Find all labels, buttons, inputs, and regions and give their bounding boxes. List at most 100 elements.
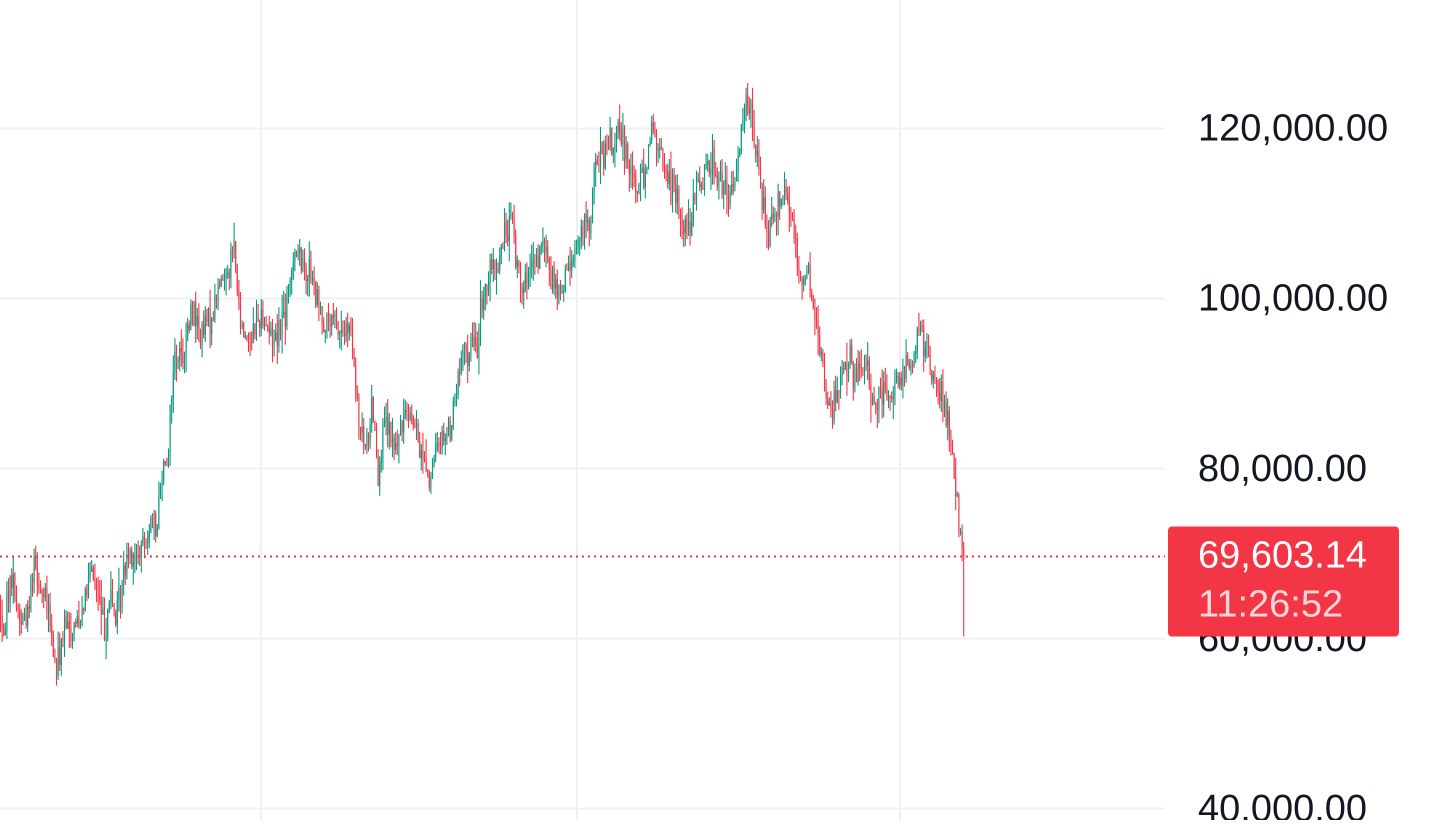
candle-up	[932, 373, 934, 381]
candle-down	[748, 107, 750, 114]
candle-down	[868, 360, 870, 384]
candle-up	[532, 260, 534, 262]
candle-down	[843, 367, 845, 370]
candle-down	[249, 342, 251, 344]
candle-up	[697, 178, 699, 183]
candle-down	[238, 290, 240, 300]
candle-up	[580, 226, 582, 240]
candle-down	[203, 324, 205, 335]
candle-down	[505, 221, 507, 235]
candle-up	[750, 100, 752, 114]
candle-down	[352, 328, 354, 357]
candle-up	[158, 496, 160, 529]
candle-up	[30, 578, 32, 610]
candle-up	[704, 168, 706, 190]
candle-up	[190, 304, 192, 330]
candle-down	[43, 594, 45, 597]
candle-up	[287, 293, 289, 299]
candle-up	[577, 240, 579, 247]
candle-down	[337, 321, 339, 334]
candle-up	[81, 608, 83, 626]
candle-up	[172, 372, 174, 400]
candle-down	[486, 284, 488, 292]
candle-down	[928, 342, 930, 354]
candle-down	[936, 377, 938, 386]
candle-up	[177, 360, 179, 362]
candle-down	[52, 634, 54, 657]
candle-up	[446, 434, 448, 438]
candle-up	[64, 616, 66, 641]
candle-down	[520, 267, 522, 289]
candle-down	[191, 304, 193, 325]
candle-down	[151, 518, 153, 520]
candle-up	[270, 328, 272, 335]
candle-up	[324, 330, 326, 333]
candle-down	[681, 220, 683, 226]
candle-up	[142, 535, 144, 544]
candle-down	[408, 411, 410, 420]
candle-up	[110, 589, 112, 602]
candle-down	[732, 184, 734, 187]
candle-down	[68, 621, 70, 631]
candle-up	[159, 486, 161, 497]
candle-up	[444, 437, 446, 442]
candle-up	[241, 323, 243, 327]
candle-up	[211, 318, 213, 334]
candle-down	[689, 221, 691, 235]
candle-up	[780, 198, 782, 207]
candle-down	[440, 447, 442, 449]
price-axis-tick-label: 120,000.00	[1198, 108, 1388, 150]
candle-up	[156, 528, 158, 536]
candle-down	[560, 284, 562, 293]
candle-up	[729, 192, 731, 204]
candle-down	[166, 465, 168, 467]
candle-down	[702, 184, 704, 190]
candle-up	[563, 290, 565, 292]
candle-down	[952, 446, 954, 455]
candle-up	[552, 268, 554, 289]
candle-up	[524, 272, 526, 288]
candle-down	[761, 186, 763, 211]
candle-up	[500, 244, 502, 256]
candle-down	[465, 345, 467, 352]
price-axis[interactable]: 120,000.00100,000.0080,000.0060,000.0040…	[1198, 108, 1388, 825]
candle-down	[566, 269, 568, 271]
candle-down	[955, 477, 957, 496]
candle-up	[260, 309, 262, 329]
candle-down	[534, 260, 536, 262]
candle-down	[526, 272, 528, 289]
candle-up	[320, 306, 322, 309]
candle-down	[262, 309, 264, 326]
candle-up	[848, 362, 850, 377]
candle-down	[683, 225, 685, 234]
candle-up	[854, 369, 856, 389]
candle-down	[99, 595, 101, 600]
candle-up	[307, 278, 309, 282]
candle-down	[862, 368, 864, 370]
candle-up	[316, 289, 318, 305]
candle-down	[934, 373, 936, 378]
candle-up	[784, 186, 786, 197]
candle-down	[876, 408, 878, 411]
candle-up	[400, 420, 402, 436]
candle-down	[608, 145, 610, 148]
candle-up	[339, 333, 341, 334]
candle-down	[259, 321, 261, 329]
candle-down	[350, 325, 352, 329]
candle-down	[411, 413, 413, 416]
candle-up	[12, 573, 14, 589]
candle-down	[918, 328, 920, 332]
candle-up	[27, 606, 29, 626]
candle-up	[217, 283, 219, 301]
candle-up	[724, 179, 726, 187]
candle-down	[358, 397, 360, 428]
candle-down	[654, 126, 656, 137]
candle-down	[268, 327, 270, 335]
candle-up	[48, 605, 50, 612]
candle-up	[403, 416, 405, 433]
candle-down	[694, 193, 696, 201]
candle-down	[419, 441, 421, 458]
candle-up	[283, 311, 285, 314]
candle-up	[468, 352, 470, 367]
